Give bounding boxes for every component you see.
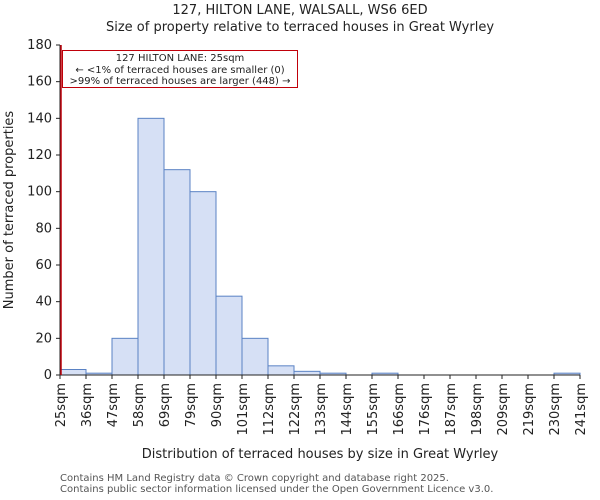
annotation-line-1: 127 HILTON LANE: 25sqm bbox=[115, 53, 245, 64]
y-axis-label: Number of terraced properties bbox=[2, 111, 17, 310]
x-tick-label-176sqm: 176sqm bbox=[418, 383, 433, 436]
bar-47sqm bbox=[111, 337, 139, 376]
y-tick-label-40: 40 bbox=[35, 295, 52, 310]
bar-69sqm bbox=[163, 169, 191, 376]
x-tick-label-79sqm: 79sqm bbox=[184, 383, 199, 427]
y-tick-label-120: 120 bbox=[27, 148, 52, 163]
bar-122sqm bbox=[293, 370, 321, 376]
y-tick-label-180: 180 bbox=[27, 38, 52, 53]
chart-subtitle: Size of property relative to terraced ho… bbox=[105, 20, 495, 35]
x-tick-label-209sqm: 209sqm bbox=[496, 383, 511, 436]
bar-112sqm bbox=[267, 365, 295, 376]
bar-58sqm bbox=[137, 117, 165, 376]
chart-title: 127, HILTON LANE, WALSALL, WS6 6ED bbox=[172, 3, 428, 18]
footer-line-1: Contains HM Land Registry data © Crown c… bbox=[60, 473, 449, 484]
annotation-line-2: ← <1% of terraced houses are smaller (0) bbox=[75, 64, 285, 76]
x-tick-label-241sqm: 241sqm bbox=[574, 383, 589, 436]
x-tick-label-166sqm: 166sqm bbox=[392, 383, 407, 436]
x-tick-label-155sqm: 155sqm bbox=[366, 383, 381, 436]
x-tick-label-133sqm: 133sqm bbox=[314, 383, 329, 436]
y-tick-label-60: 60 bbox=[35, 258, 52, 273]
x-tick-label-47sqm: 47sqm bbox=[106, 383, 121, 427]
x-tick-label-101sqm: 101sqm bbox=[236, 383, 251, 436]
x-tick-label-144sqm: 144sqm bbox=[340, 383, 355, 436]
x-tick-label-36sqm: 36sqm bbox=[80, 383, 95, 427]
x-axis-label: Distribution of terraced houses by size … bbox=[142, 447, 499, 462]
y-tick-label-20: 20 bbox=[35, 331, 52, 346]
x-tick-label-219sqm: 219sqm bbox=[522, 383, 537, 436]
y-tick-label-0: 0 bbox=[44, 368, 52, 383]
axes-group: 0 20 40 60 80 100 120 140 160 180 25sqm 36sqm 47sqm 5… bbox=[2, 38, 589, 462]
bar-101sqm bbox=[241, 337, 269, 376]
bar-90sqm bbox=[215, 295, 243, 376]
x-tick-label-58sqm: 58sqm bbox=[132, 383, 147, 427]
y-tick-label-140: 140 bbox=[27, 111, 52, 126]
x-tick-label-90sqm: 90sqm bbox=[210, 383, 225, 427]
y-tick-label-80: 80 bbox=[35, 221, 52, 236]
x-tick-label-112sqm: 112sqm bbox=[262, 383, 277, 436]
bars-group bbox=[59, 117, 581, 376]
x-tick-label-187sqm: 187sqm bbox=[444, 383, 459, 436]
footer-line-2: Contains public sector information licen… bbox=[60, 484, 494, 495]
y-tick-label-160: 160 bbox=[27, 75, 52, 90]
annotation-line-3: >99% of terraced houses are larger (448)… bbox=[69, 76, 291, 87]
y-tick-label-100: 100 bbox=[27, 185, 52, 200]
x-tick-label-122sqm: 122sqm bbox=[288, 383, 303, 436]
x-tick-label-69sqm: 69sqm bbox=[158, 383, 173, 427]
x-tick-label-25sqm: 25sqm bbox=[54, 383, 69, 427]
x-tick-label-198sqm: 198sqm bbox=[470, 383, 485, 436]
x-tick-label-230sqm: 230sqm bbox=[548, 383, 563, 436]
bar-25sqm bbox=[59, 369, 87, 376]
bar-79sqm bbox=[189, 191, 217, 376]
annotation-box: 127 HILTON LANE: 25sqm ← <1% of terraced… bbox=[62, 50, 298, 88]
